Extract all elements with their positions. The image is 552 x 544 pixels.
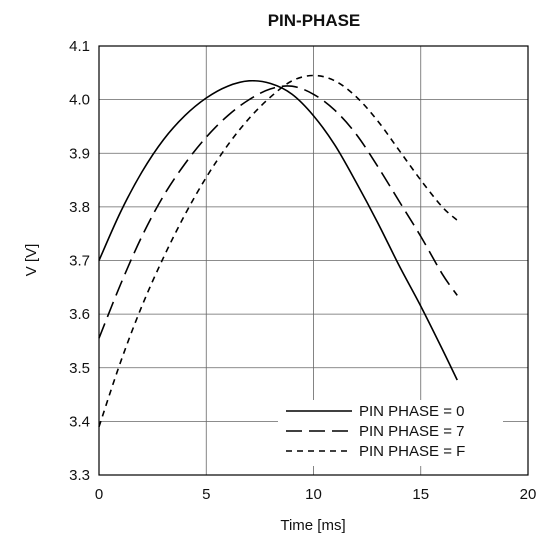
y-tick-label: 3.3 <box>69 467 90 484</box>
legend-label-1: PIN PHASE = 7 <box>359 423 464 440</box>
y-tick-label: 4.0 <box>69 92 90 109</box>
y-tick-label: 3.8 <box>69 199 90 216</box>
y-tick-label: 3.4 <box>69 413 90 430</box>
series-line-0 <box>98 79 458 381</box>
legend-label-0: PIN PHASE = 0 <box>359 403 464 420</box>
x-tick-label: 20 <box>520 486 537 503</box>
x-axis-label: Time [ms] <box>280 517 345 534</box>
series-line-2 <box>98 74 458 427</box>
chart-title: PIN-PHASE <box>268 11 361 30</box>
y-tick-label: 3.9 <box>69 145 90 162</box>
y-axis-label: V [V] <box>23 244 40 277</box>
x-tick-label: 5 <box>202 486 210 503</box>
y-tick-label: 3.6 <box>69 306 90 323</box>
legend-label-2: PIN PHASE = F <box>359 443 465 460</box>
x-tick-labels: 0 5 10 15 20 <box>95 486 537 503</box>
y-tick-labels: 3.3 3.4 3.5 3.6 3.7 3.8 3.9 4.0 4.1 <box>69 38 90 484</box>
y-tick-label: 4.1 <box>69 38 90 55</box>
legend: PIN PHASE = 0 PIN PHASE = 7 PIN PHASE = F <box>278 400 503 466</box>
y-tick-label: 3.5 <box>69 360 90 377</box>
series-lines <box>98 74 458 427</box>
y-tick-label: 3.7 <box>69 253 90 270</box>
x-tick-label: 0 <box>95 486 103 503</box>
x-tick-label: 10 <box>305 486 322 503</box>
series-line-1 <box>98 85 458 339</box>
x-tick-label: 15 <box>412 486 429 503</box>
